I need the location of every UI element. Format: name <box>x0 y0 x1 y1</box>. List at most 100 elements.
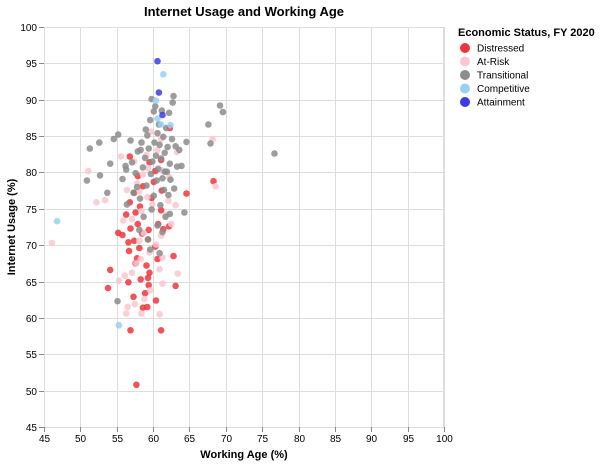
data-point-transitional <box>147 170 155 178</box>
data-point-distressed <box>141 289 149 297</box>
data-point-transitional <box>166 210 174 218</box>
data-point-transitional <box>149 158 156 165</box>
y-tick-label: 95 <box>26 59 38 70</box>
data-point-transitional <box>139 164 147 171</box>
x-tick-label: 60 <box>148 434 160 445</box>
data-point-at-risk <box>172 201 179 209</box>
data-point-distressed <box>144 274 152 282</box>
data-point-distressed <box>125 239 132 246</box>
data-point-transitional <box>176 146 183 154</box>
legend-symbol-attainment <box>460 97 470 107</box>
data-point-distressed <box>172 282 179 290</box>
data-point-transitional <box>219 108 227 116</box>
y-tick-label: 85 <box>26 132 38 143</box>
data-point-transitional <box>132 169 139 177</box>
data-point-transitional <box>110 135 118 143</box>
legend-symbol-transitional <box>460 70 470 80</box>
data-point-transitional <box>178 162 185 170</box>
data-point-transitional <box>170 185 178 192</box>
data-point-at-risk <box>136 237 143 245</box>
data-point-transitional <box>154 222 161 229</box>
data-point-at-risk <box>156 311 163 318</box>
data-point-at-risk <box>149 201 156 208</box>
data-point-at-risk <box>137 255 144 263</box>
y-tick-label: 80 <box>26 168 38 179</box>
data-point-at-risk <box>128 215 136 223</box>
data-point-transitional <box>161 149 168 157</box>
data-point-at-risk <box>85 167 92 175</box>
data-point-transitional <box>157 201 164 209</box>
data-point-at-risk <box>168 220 175 228</box>
legend-label-distressed: Distressed <box>477 44 524 55</box>
data-point-transitional <box>130 189 137 197</box>
y-tick-label: 75 <box>26 205 38 216</box>
y-axis: 45 50 55 60 65 70 75 80 85 90 95 100 <box>20 23 44 434</box>
legend: Economic Status, FY 2020 Distressed At-Ri… <box>458 27 595 109</box>
legend-label-competitive: Competitive <box>477 84 530 95</box>
data-point-distressed <box>136 244 143 252</box>
data-point-transitional <box>181 209 188 216</box>
data-point-transitional <box>161 168 168 175</box>
data-point-at-risk <box>159 280 166 288</box>
data-point-distressed <box>152 297 160 304</box>
data-point-distressed <box>127 327 134 334</box>
x-tick-label: 75 <box>257 434 269 445</box>
data-point-transitional <box>160 133 167 141</box>
y-tick-label: 50 <box>26 387 38 398</box>
data-point-attainment <box>154 57 161 65</box>
data-point-distressed <box>114 229 122 237</box>
data-point-transitional <box>154 165 162 173</box>
data-point-at-risk <box>212 183 219 190</box>
y-tick-label: 45 <box>26 423 38 434</box>
data-point-at-risk <box>144 193 151 201</box>
data-point-at-risk <box>174 270 182 277</box>
data-point-transitional <box>86 145 94 152</box>
y-axis-title: Internet Usage (%) <box>6 178 18 275</box>
data-point-transitional <box>166 160 174 167</box>
data-point-transitional <box>151 139 158 146</box>
data-point-at-risk <box>154 146 161 154</box>
x-tick-label: 90 <box>366 434 378 445</box>
data-point-transitional <box>160 186 168 194</box>
data-point-transitional <box>148 206 155 213</box>
data-point-distressed <box>145 226 152 234</box>
legend-symbol-at-risk <box>460 56 470 67</box>
data-point-distressed <box>144 303 151 311</box>
data-point-distressed <box>134 220 142 228</box>
data-point-transitional <box>144 236 152 243</box>
data-point-distressed <box>132 209 139 216</box>
data-point-at-risk <box>165 197 172 205</box>
data-point-at-risk <box>139 171 147 178</box>
x-tick-label: 45 <box>39 434 51 445</box>
data-point-transitional <box>114 131 122 138</box>
data-point-transitional <box>164 143 171 151</box>
x-tick-label: 50 <box>75 434 87 445</box>
x-tick-label: 80 <box>294 434 306 445</box>
data-point-transitional <box>136 226 143 234</box>
data-point-transitional <box>141 154 149 162</box>
y-tick-label: 65 <box>26 278 38 289</box>
data-point-at-risk <box>101 196 109 204</box>
y-tick-label: 60 <box>26 314 38 325</box>
y-tick-label: 55 <box>26 350 38 361</box>
plot-border <box>44 27 444 428</box>
data-point-attainment <box>155 89 163 96</box>
data-points <box>48 57 278 389</box>
data-point-transitional <box>167 176 174 183</box>
data-point-distressed <box>127 225 134 232</box>
data-point-competitive <box>167 121 174 129</box>
y-tick-label: 100 <box>20 23 37 34</box>
data-point-at-risk <box>131 300 139 308</box>
data-point-at-risk <box>133 260 140 267</box>
data-point-distressed <box>130 237 138 245</box>
data-point-competitive <box>157 121 165 128</box>
data-point-transitional <box>128 159 136 166</box>
data-point-transitional <box>156 249 163 257</box>
y-tick-label: 90 <box>26 96 38 107</box>
data-point-distressed <box>145 281 152 289</box>
data-point-distressed <box>126 153 134 160</box>
x-tick-label: 100 <box>436 434 453 445</box>
legend-title: Economic Status, FY 2020 <box>458 27 595 39</box>
data-point-transitional <box>106 160 114 167</box>
data-point-at-risk <box>123 186 131 194</box>
